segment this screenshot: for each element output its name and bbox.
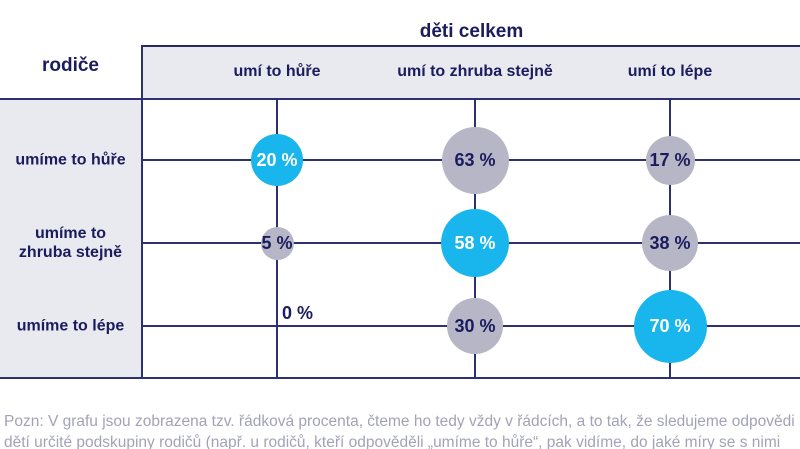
row-label-panel [0, 100, 141, 377]
bubble: 58 % [441, 209, 509, 277]
bubble: 63 % [441, 126, 509, 194]
column-header-band [141, 45, 800, 98]
column-header-1: umí to hůře [233, 62, 321, 80]
footnote-line-1: Pozn: V grafu jsou zobrazena tzv. řádkov… [4, 413, 795, 430]
bubble: 38 % [642, 215, 698, 271]
grid-bottom-line [0, 377, 800, 379]
bubble: 17 % [645, 135, 695, 185]
grid-top-line [0, 98, 800, 100]
column-header-3: umí to lépe [627, 62, 713, 80]
zero-value-label: 0 % [282, 303, 314, 323]
bubble: 5 % [260, 226, 294, 260]
bubble: 30 % [447, 298, 503, 354]
chart-title: děti celkem [419, 21, 524, 42]
panel-divider-line [141, 45, 143, 379]
footnote: Pozn: V grafu jsou zobrazena tzv. řádkov… [4, 411, 800, 449]
row-label-2: umíme to zhruba stejně [18, 225, 123, 261]
row-label-3: umíme to lépe [16, 317, 125, 335]
bubble: 20 % [251, 134, 303, 186]
row-axis-title: rodiče [41, 55, 100, 76]
row-label-1: umíme to hůře [15, 151, 126, 169]
bubble: 70 % [633, 289, 707, 363]
footnote-line-2: dětí určité podskupiny rodičů (např. u r… [4, 434, 781, 449]
column-header-2: umí to zhruba stejně [397, 62, 553, 80]
